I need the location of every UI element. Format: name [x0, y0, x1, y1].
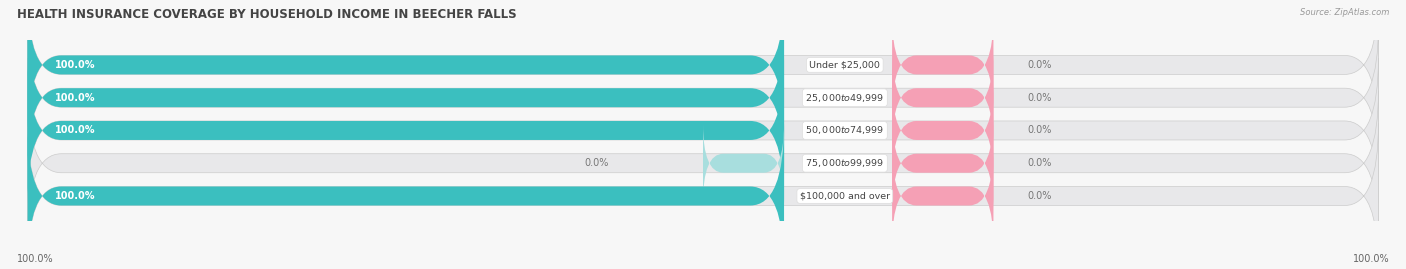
Text: 100.0%: 100.0% — [55, 60, 96, 70]
FancyBboxPatch shape — [893, 15, 994, 114]
FancyBboxPatch shape — [28, 91, 1378, 236]
Text: $50,000 to $74,999: $50,000 to $74,999 — [806, 125, 884, 136]
FancyBboxPatch shape — [28, 0, 1378, 137]
Text: 0.0%: 0.0% — [1028, 191, 1052, 201]
FancyBboxPatch shape — [28, 58, 785, 203]
FancyBboxPatch shape — [28, 123, 785, 268]
Text: $100,000 and over: $100,000 and over — [800, 192, 890, 200]
FancyBboxPatch shape — [28, 58, 1378, 203]
Text: 0.0%: 0.0% — [1028, 60, 1052, 70]
FancyBboxPatch shape — [893, 81, 994, 180]
FancyBboxPatch shape — [28, 25, 785, 170]
Text: 100.0%: 100.0% — [17, 254, 53, 264]
Text: 100.0%: 100.0% — [55, 93, 96, 103]
Text: 0.0%: 0.0% — [1028, 93, 1052, 103]
FancyBboxPatch shape — [893, 48, 994, 147]
Text: 100.0%: 100.0% — [55, 125, 96, 136]
Text: 0.0%: 0.0% — [583, 158, 609, 168]
Text: 100.0%: 100.0% — [55, 191, 96, 201]
Text: Source: ZipAtlas.com: Source: ZipAtlas.com — [1299, 8, 1389, 17]
FancyBboxPatch shape — [893, 147, 994, 246]
Text: 0.0%: 0.0% — [1028, 158, 1052, 168]
Text: $25,000 to $49,999: $25,000 to $49,999 — [806, 92, 884, 104]
FancyBboxPatch shape — [28, 0, 785, 137]
Text: Under $25,000: Under $25,000 — [810, 61, 880, 69]
Text: 100.0%: 100.0% — [1353, 254, 1389, 264]
FancyBboxPatch shape — [893, 114, 994, 213]
Text: 0.0%: 0.0% — [1028, 125, 1052, 136]
Text: HEALTH INSURANCE COVERAGE BY HOUSEHOLD INCOME IN BEECHER FALLS: HEALTH INSURANCE COVERAGE BY HOUSEHOLD I… — [17, 8, 516, 21]
FancyBboxPatch shape — [28, 123, 1378, 268]
FancyBboxPatch shape — [28, 25, 1378, 170]
FancyBboxPatch shape — [703, 123, 785, 203]
Text: $75,000 to $99,999: $75,000 to $99,999 — [806, 157, 884, 169]
